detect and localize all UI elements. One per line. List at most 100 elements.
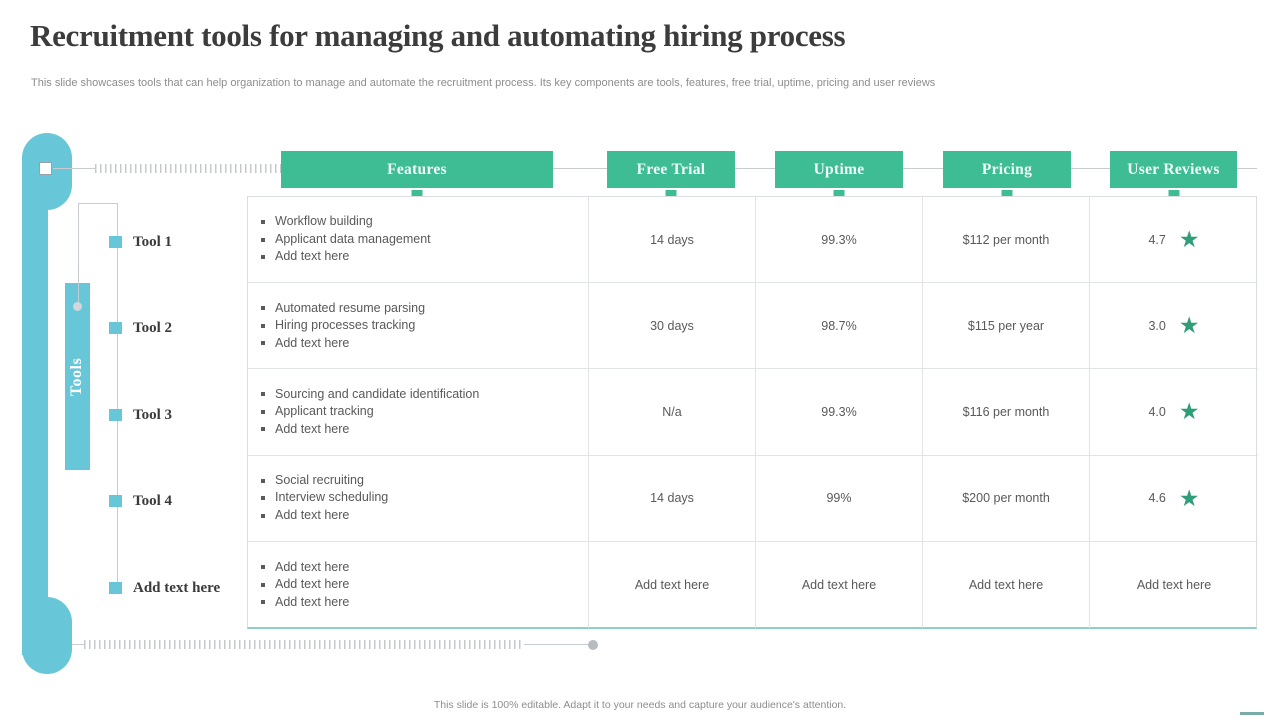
features-cell: Add text here Add text here Add text her…	[248, 541, 589, 628]
uptime-cell: 99%	[756, 455, 923, 542]
column-header-label: Features	[387, 160, 447, 178]
feature-item: Interview scheduling	[261, 489, 388, 507]
row-label-text: Tool 4	[133, 492, 173, 509]
pricing-cell: $200 per month	[923, 455, 1090, 542]
rows-spine-line	[117, 203, 118, 589]
column-header-label: Free Trial	[636, 160, 706, 178]
corner-bar-decoration	[1240, 712, 1264, 715]
row-label-tool-3: Tool 3	[109, 405, 172, 425]
column-header-label: Pricing	[981, 160, 1033, 178]
feature-item: Add text here	[261, 594, 349, 612]
star-icon: ★	[1178, 398, 1200, 425]
rating-cell: Add text here	[1136, 577, 1212, 592]
footer-note: This slide is 100% editable. Adapt it to…	[433, 699, 847, 711]
uptime-cell: 99.3%	[756, 197, 923, 284]
pill-bar-shape	[22, 160, 48, 655]
free-trial-cell: Add text here	[589, 541, 756, 628]
spine-dot-icon	[73, 302, 82, 311]
column-header-label: Uptime	[813, 160, 865, 178]
features-list: Add text here Add text here Add text her…	[261, 559, 349, 612]
pricing-cell: $112 per month	[923, 197, 1090, 284]
rating-value: 4.0	[1148, 404, 1166, 419]
row-label-text: Tool 2	[133, 319, 173, 336]
row-label-tool-1: Tool 1	[109, 232, 172, 252]
feature-item: Social recruiting	[261, 472, 388, 490]
feature-item: Add text here	[261, 335, 425, 353]
bottom-dot-icon	[588, 640, 598, 650]
connector-square-icon	[39, 162, 52, 175]
bullet-square-icon	[109, 322, 122, 334]
feature-item: Workflow building	[261, 213, 431, 231]
rating-value: 4.6	[1148, 491, 1166, 506]
column-header-uptime: Uptime	[775, 151, 903, 200]
row-label-tool-2: Tool 2	[109, 318, 172, 338]
features-list: Social recruiting Interview scheduling A…	[261, 472, 388, 525]
header-tab-icon	[833, 190, 845, 200]
tick-line-top	[95, 164, 281, 173]
row-label-text: Add text here	[133, 579, 221, 596]
column-header-user-reviews: User Reviews	[1110, 151, 1237, 200]
feature-item: Add text here	[261, 507, 388, 525]
pricing-cell: Add text here	[923, 541, 1090, 628]
pill-bottom-shape	[22, 597, 72, 674]
row-label-tool-4: Tool 4	[109, 491, 172, 511]
tools-axis-label: Tools	[65, 283, 90, 470]
row-label-add-text: Add text here	[109, 578, 220, 598]
header-tab-icon	[1168, 190, 1179, 200]
uptime-cell: 98.7%	[756, 283, 923, 370]
feature-item: Sourcing and candidate identification	[261, 386, 479, 404]
rating-cell: 4.0 ★	[1090, 369, 1258, 456]
pricing-cell: $116 per month	[923, 369, 1090, 456]
features-cell: Social recruiting Interview scheduling A…	[248, 455, 589, 542]
comparison-table: Workflow building Applicant data managem…	[247, 196, 1258, 629]
features-list: Sourcing and candidate identification Ap…	[261, 386, 479, 439]
bracket-drop-line	[78, 203, 79, 305]
header-tab-icon	[1001, 190, 1013, 200]
free-trial-cell: 30 days	[589, 283, 756, 370]
bullet-square-icon	[109, 495, 122, 507]
header-tab-icon	[411, 190, 423, 200]
bracket-line	[78, 203, 118, 204]
row-label-text: Tool 1	[133, 233, 173, 250]
row-label-text: Tool 3	[133, 406, 173, 423]
uptime-cell: Add text here	[756, 541, 923, 628]
column-header-features: Features	[281, 151, 553, 200]
pricing-cell: $115 per year	[923, 283, 1090, 370]
column-header-free-trial: Free Trial	[607, 151, 735, 200]
tick-line-bottom	[84, 640, 524, 649]
features-cell: Sourcing and candidate identification Ap…	[248, 369, 589, 456]
header-axis-line	[281, 168, 1257, 169]
connector-line-bottom	[72, 644, 84, 645]
features-list: Automated resume parsing Hiring processe…	[261, 300, 425, 353]
feature-item: Applicant tracking	[261, 403, 479, 421]
features-list: Workflow building Applicant data managem…	[261, 213, 431, 266]
feature-item: Add text here	[261, 248, 431, 266]
rating-value: 4.7	[1148, 232, 1166, 247]
bullet-square-icon	[109, 582, 122, 594]
rating-cell: 4.6 ★	[1090, 456, 1258, 542]
bullet-square-icon	[109, 236, 122, 248]
star-icon: ★	[1178, 312, 1200, 339]
feature-item: Applicant data management	[261, 231, 431, 249]
rating-value: 3.0	[1148, 318, 1166, 333]
uptime-cell: 99.3%	[756, 369, 923, 456]
rating-cell: 4.7 ★	[1090, 197, 1258, 284]
feature-item: Add text here	[261, 421, 479, 439]
rating-cell: 3.0 ★	[1090, 283, 1258, 370]
free-trial-cell: N/a	[589, 369, 756, 456]
feature-item: Automated resume parsing	[261, 300, 425, 318]
page-title: Recruitment tools for managing and autom…	[30, 18, 846, 53]
bullet-square-icon	[109, 409, 122, 421]
features-cell: Workflow building Applicant data managem…	[248, 197, 589, 284]
feature-item: Add text here	[261, 559, 349, 577]
connector-line-bottom-end	[524, 644, 590, 645]
header-tab-icon	[665, 190, 677, 200]
feature-item: Hiring processes tracking	[261, 317, 425, 335]
free-trial-cell: 14 days	[589, 455, 756, 542]
page-subtitle: This slide showcases tools that can help…	[31, 77, 936, 89]
star-icon: ★	[1178, 226, 1200, 253]
star-icon: ★	[1178, 484, 1200, 511]
features-cell: Automated resume parsing Hiring processe…	[248, 283, 589, 370]
tools-axis-text: Tools	[68, 357, 86, 396]
